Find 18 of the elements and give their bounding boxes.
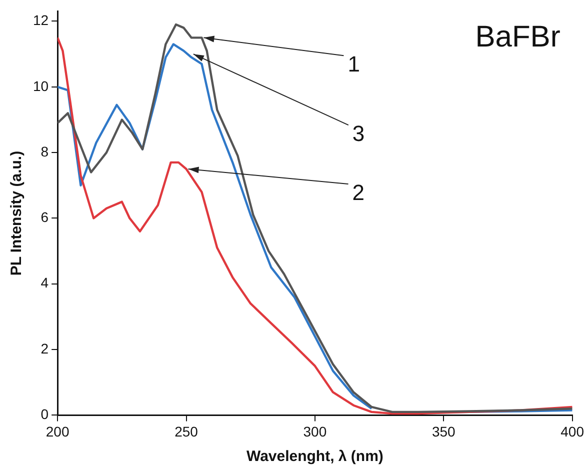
- y-tick-label: 8: [40, 143, 49, 160]
- chart-title: BaFBr: [475, 20, 560, 54]
- annotation: 3: [352, 121, 365, 146]
- y-tick-label: 6: [40, 209, 49, 226]
- x-tick-label: 250: [174, 423, 198, 440]
- y-axis-title: PL Intensity (a.u.): [8, 150, 26, 276]
- x-tick-label: 300: [303, 423, 327, 440]
- y-tick-label: 4: [40, 274, 49, 291]
- y-tick-label: 10: [32, 78, 49, 94]
- x-tick-label: 350: [432, 423, 456, 440]
- x-tick-label: 400: [560, 423, 584, 440]
- x-axis-title: Wavelenght, λ (nm): [246, 448, 384, 466]
- y-tick-label: 12: [32, 12, 49, 28]
- y-tick-label: 2: [40, 340, 49, 356]
- y-tick-label: 0: [40, 406, 49, 422]
- x-tick-label: 200: [46, 423, 70, 440]
- annotation: 2: [352, 180, 365, 206]
- annotation: 1: [348, 52, 360, 77]
